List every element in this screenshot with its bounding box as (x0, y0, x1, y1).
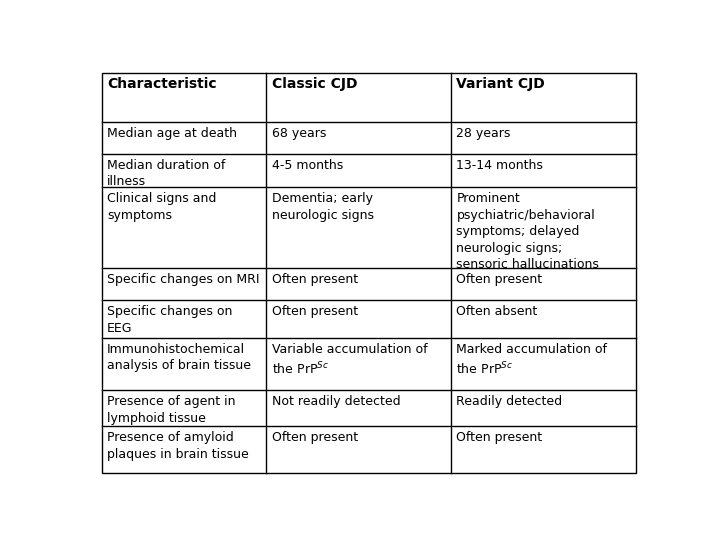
Text: Characteristic: Characteristic (107, 77, 217, 91)
Text: Specific changes on MRI: Specific changes on MRI (107, 273, 260, 286)
Text: Dementia; early
neurologic signs: Dementia; early neurologic signs (272, 192, 374, 221)
Text: Prominent
psychiatric/behavioral
symptoms; delayed
neurologic signs;
sensoric ha: Prominent psychiatric/behavioral symptom… (456, 192, 599, 271)
Text: 28 years: 28 years (456, 127, 510, 140)
Text: Median duration of
illness: Median duration of illness (107, 159, 225, 188)
Text: Not readily detected: Not readily detected (272, 395, 400, 408)
Text: Often absent: Often absent (456, 305, 538, 318)
Text: Variable accumulation of
the PrP$^{Sc}$: Variable accumulation of the PrP$^{Sc}$ (272, 343, 428, 377)
Text: Often present: Often present (272, 305, 358, 318)
Text: Often present: Often present (272, 273, 358, 286)
Text: 68 years: 68 years (272, 127, 326, 140)
Text: Variant CJD: Variant CJD (456, 77, 545, 91)
Text: Specific changes on
EEG: Specific changes on EEG (107, 305, 233, 335)
Text: Presence of agent in
lymphoid tissue: Presence of agent in lymphoid tissue (107, 395, 235, 424)
Text: Classic CJD: Classic CJD (272, 77, 357, 91)
Text: Marked accumulation of
the PrP$^{Sc}$: Marked accumulation of the PrP$^{Sc}$ (456, 343, 608, 377)
Text: Readily detected: Readily detected (456, 395, 562, 408)
Text: 13-14 months: 13-14 months (456, 159, 544, 172)
Text: Immunohistochemical
analysis of brain tissue: Immunohistochemical analysis of brain ti… (107, 343, 251, 373)
Text: Presence of amyloid
plaques in brain tissue: Presence of amyloid plaques in brain tis… (107, 431, 249, 461)
Text: Clinical signs and
symptoms: Clinical signs and symptoms (107, 192, 217, 221)
Text: Often present: Often present (272, 431, 358, 444)
Text: Median age at death: Median age at death (107, 127, 237, 140)
Text: Often present: Often present (456, 431, 543, 444)
Text: 4-5 months: 4-5 months (272, 159, 343, 172)
Text: Often present: Often present (456, 273, 543, 286)
